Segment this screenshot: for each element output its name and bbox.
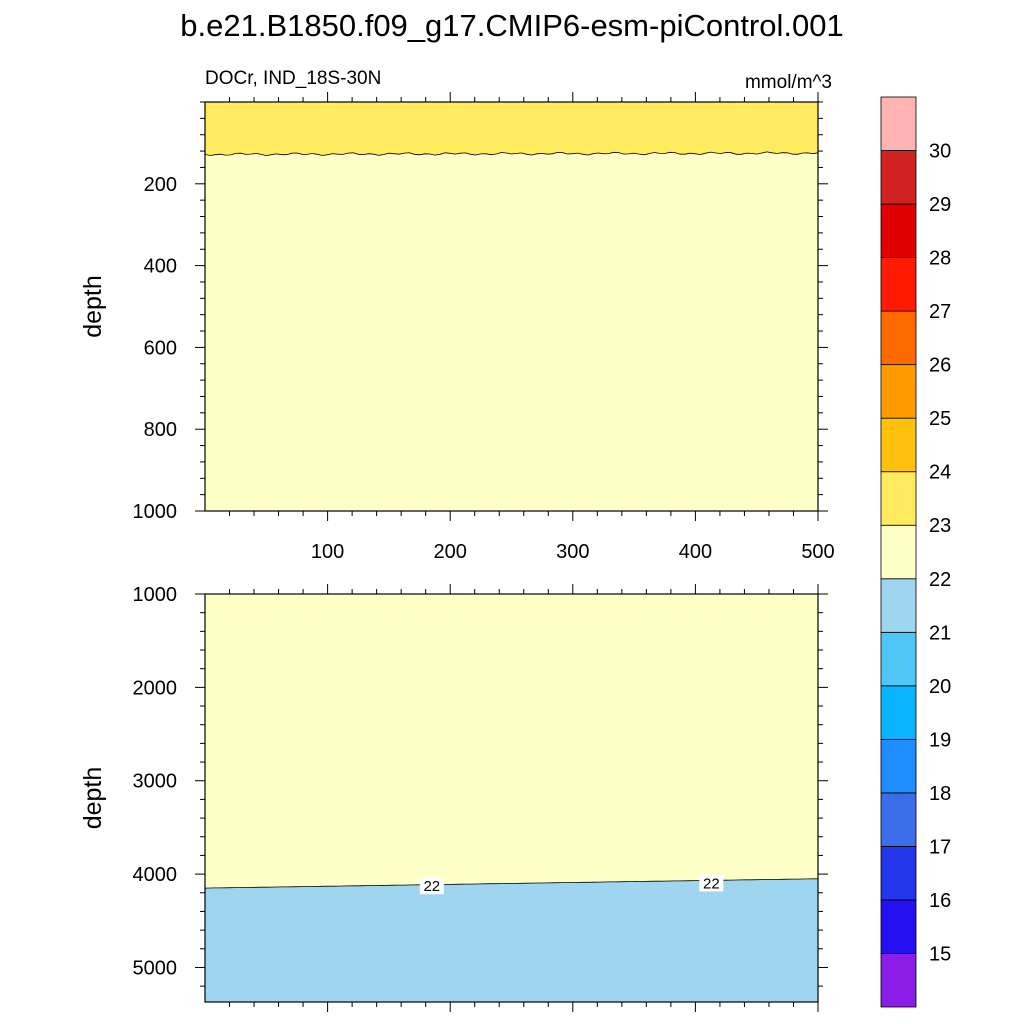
- fill-region-lower: [205, 102, 818, 511]
- panel-1: 200 400 600 800 1000 depth 100 200 300 400 500 DOCr…: [79, 68, 835, 563]
- contour-line: [204, 151, 819, 157]
- colorbar-label: 20: [929, 676, 951, 698]
- colorbar-box: [880, 417, 917, 473]
- subtitle-units: mmol/m^3: [745, 72, 832, 93]
- plot-frame: [204, 101, 819, 512]
- colorbar-label: 25: [929, 408, 951, 430]
- colorbar-box: [880, 899, 917, 954]
- colorbar-label: 15: [929, 943, 951, 965]
- y-tick-label: 3000: [133, 771, 178, 793]
- y-tick-label: 1000: [133, 584, 178, 606]
- colorbar-label: 21: [929, 622, 951, 644]
- colorbar-box: [880, 150, 917, 205]
- figure-title: b.e21.B1850.f09_g17.CMIP6-esm-piControl.…: [180, 8, 843, 43]
- colorbar-box: [880, 310, 917, 366]
- colorbar-box: [880, 578, 917, 633]
- panels: 200 400 600 800 1000 depth 100 200 300 400 500 DOCr…: [79, 68, 835, 1012]
- colorbar-label: 19: [929, 729, 951, 751]
- colorbar-label: 24: [929, 462, 951, 484]
- colorbar-label: 23: [929, 515, 951, 537]
- panel-2: 22 22 1000 2000 3000 4000 5000 depth: [79, 584, 828, 1012]
- colorbar-box: [880, 631, 917, 687]
- colorbar-label: 16: [929, 890, 951, 912]
- x-tick-label: 300: [556, 541, 589, 563]
- contour-label-box: [699, 874, 724, 892]
- colorbar-box: [880, 685, 917, 740]
- colorbar-label: 29: [929, 194, 951, 216]
- colorbar-box: [880, 96, 917, 151]
- fill-region-upper: [205, 594, 818, 889]
- y-axis-title: depth: [79, 275, 107, 338]
- colorbar-box: [880, 524, 917, 580]
- y-tick-label: 600: [144, 337, 177, 359]
- x-tick-label: 200: [434, 541, 467, 563]
- x-tick-label: 100: [311, 541, 344, 563]
- colorbar-label: 22: [929, 569, 951, 591]
- colorbar-box: [880, 471, 917, 526]
- contour-label: 22: [703, 875, 720, 892]
- colorbar: 15 16 17 18 19 20 21 22 23 24 25 26 27 28 29 30: [880, 96, 951, 1008]
- colorbar-label: 28: [929, 248, 951, 270]
- plot-frame: [204, 593, 819, 1003]
- colorbar-label: 17: [929, 836, 951, 858]
- colorbar-label: 30: [929, 141, 951, 163]
- colorbar-box: [880, 953, 917, 1008]
- y-axis-title: depth: [79, 767, 107, 830]
- subtitle-left: DOCr, IND_18S-30N: [205, 68, 381, 89]
- colorbar-box: [880, 257, 917, 312]
- y-tick-label: 200: [144, 174, 177, 196]
- y-tick-label: 2000: [133, 677, 178, 699]
- x-tick-label: 400: [679, 541, 712, 563]
- colorbar-box: [880, 738, 917, 794]
- colorbar-box: [880, 846, 917, 901]
- y-tick-label: 5000: [133, 957, 178, 979]
- colorbar-label: 26: [929, 355, 951, 377]
- fill-region-upper: [205, 102, 818, 156]
- x-tick-label: 500: [801, 541, 834, 563]
- y-tick-label: 1000: [133, 501, 178, 523]
- colorbar-box: [880, 364, 917, 419]
- contour-label: 22: [423, 878, 440, 895]
- y-tick-label: 400: [144, 256, 177, 278]
- colorbar-label: 18: [929, 783, 951, 805]
- contour-label-box: [419, 877, 444, 895]
- y-tick-label: 800: [144, 419, 177, 441]
- colorbar-box: [880, 792, 917, 847]
- colorbar-label: 27: [929, 301, 951, 323]
- colorbar-box: [880, 203, 917, 258]
- y-tick-label: 4000: [133, 864, 178, 886]
